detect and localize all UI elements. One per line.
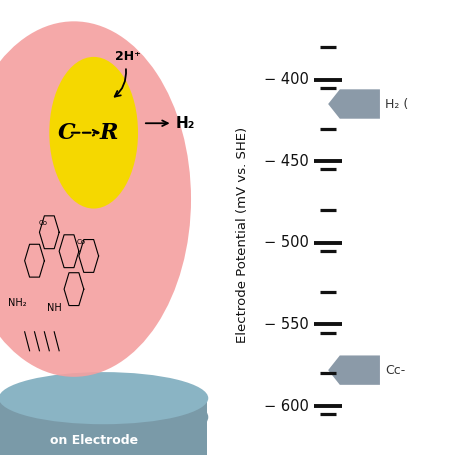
Text: H₂: H₂ [175, 116, 194, 131]
Ellipse shape [0, 389, 208, 446]
Polygon shape [328, 89, 380, 118]
Text: 2H⁺: 2H⁺ [115, 50, 141, 64]
Text: − 400: − 400 [264, 72, 309, 87]
Text: R: R [99, 122, 118, 144]
Ellipse shape [0, 21, 191, 377]
Text: − 600: − 600 [264, 399, 309, 413]
Text: Co: Co [77, 239, 86, 245]
Text: NH: NH [47, 303, 62, 313]
Text: Electrode Potential (mV vs. SHE): Electrode Potential (mV vs. SHE) [236, 127, 249, 343]
Text: H₂ (: H₂ ( [385, 98, 409, 110]
Text: C: C [58, 122, 75, 144]
Text: on Electrode: on Electrode [50, 434, 138, 447]
Ellipse shape [0, 372, 208, 424]
Text: − 550: − 550 [264, 317, 309, 332]
Polygon shape [328, 356, 380, 385]
Text: Cc-: Cc- [385, 364, 406, 377]
Text: Co: Co [39, 220, 47, 226]
Text: − 450: − 450 [264, 154, 309, 169]
Text: − 500: − 500 [264, 235, 309, 250]
Text: NH₂: NH₂ [8, 298, 27, 309]
Ellipse shape [49, 57, 138, 209]
FancyBboxPatch shape [0, 398, 207, 455]
